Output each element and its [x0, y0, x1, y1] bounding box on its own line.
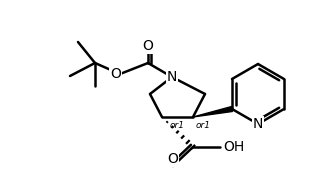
Text: N: N — [253, 117, 263, 131]
Text: O: O — [168, 152, 179, 166]
Text: O: O — [110, 67, 121, 81]
Text: or1: or1 — [196, 121, 211, 130]
Text: or1: or1 — [170, 121, 185, 130]
Text: O: O — [143, 39, 153, 53]
Text: OH: OH — [223, 140, 244, 154]
Text: N: N — [167, 70, 177, 84]
Polygon shape — [193, 107, 233, 117]
